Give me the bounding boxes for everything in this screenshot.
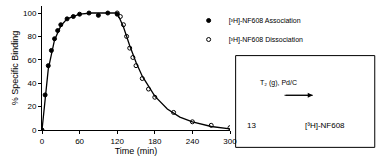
svg-text:[³H]-NF608 Association: [³H]-NF608 Association xyxy=(229,17,301,25)
svg-text:60: 60 xyxy=(75,137,84,146)
svg-text:[³H]-NF608 Dissociation: [³H]-NF608 Dissociation xyxy=(229,36,303,44)
svg-text:[³H]-NF608: [³H]-NF608 xyxy=(305,121,345,130)
svg-text:240: 240 xyxy=(186,137,200,146)
svg-text:120: 120 xyxy=(111,137,125,146)
svg-text:13: 13 xyxy=(247,121,256,130)
svg-text:% Specific Binding: % Specific Binding xyxy=(10,31,20,106)
svg-text:80: 80 xyxy=(27,32,36,41)
svg-text:180: 180 xyxy=(148,137,162,146)
svg-text:60: 60 xyxy=(27,56,36,65)
svg-text:0: 0 xyxy=(40,137,45,146)
svg-text:20: 20 xyxy=(27,102,36,111)
svg-text:Time (min): Time (min) xyxy=(115,146,158,156)
svg-text:300: 300 xyxy=(223,137,237,146)
svg-text:100: 100 xyxy=(23,9,37,18)
svg-text:T₂ (g), Pd/C: T₂ (g), Pd/C xyxy=(260,79,297,87)
svg-text:40: 40 xyxy=(27,79,36,88)
svg-text:0: 0 xyxy=(32,126,37,135)
